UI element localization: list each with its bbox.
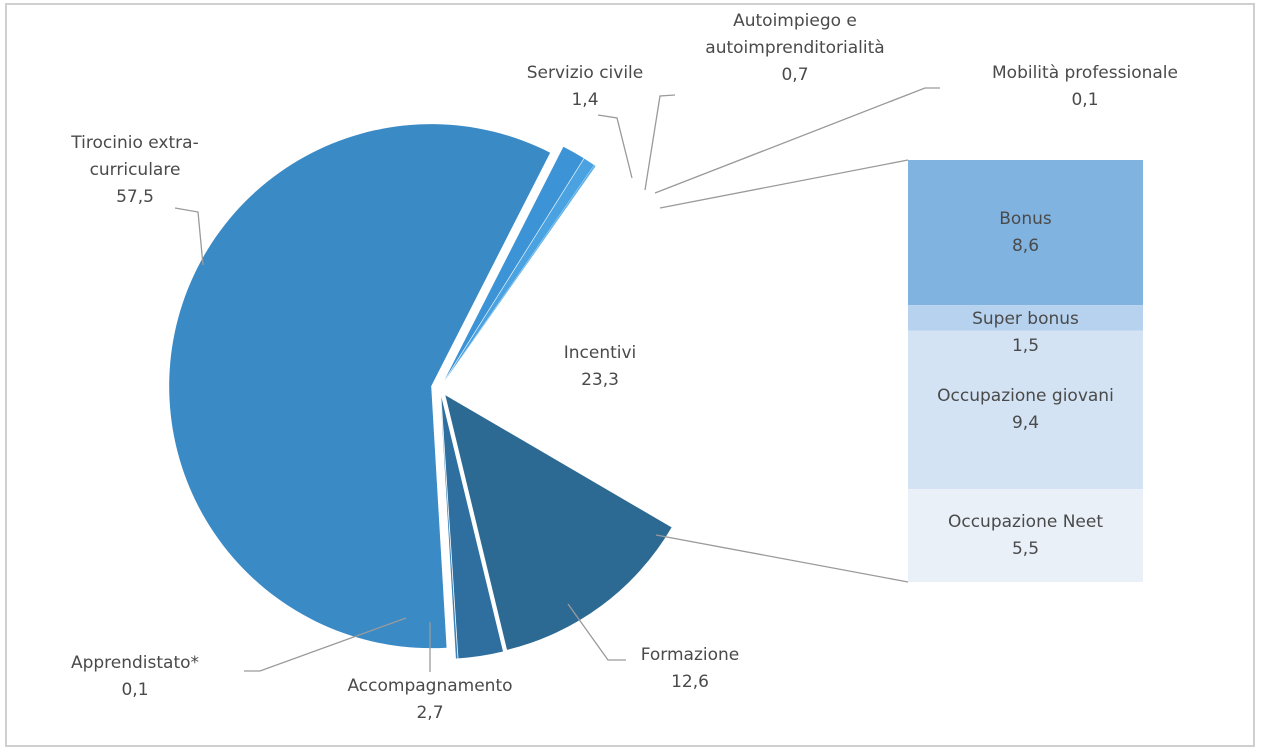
pie-slice: [448, 171, 711, 519]
label-text: Mobilità professionale: [992, 63, 1178, 83]
label-text: 57,5: [116, 187, 154, 207]
frame: [5, 3, 1255, 747]
label-text: 12,6: [671, 672, 709, 692]
slice-label: Autoimpiego e autoimprenditorialità 0,7: [665, 8, 925, 89]
segment-label: Bonus 8,6: [908, 206, 1143, 260]
label-text: 1,4: [571, 90, 599, 110]
label-text: 23,3: [581, 370, 619, 390]
pie-slice: [441, 396, 504, 659]
slice-label: Formazione 12,6: [610, 642, 770, 696]
pie-slice: [445, 165, 596, 381]
label-text: Tirocinio extra-curriculare: [71, 133, 199, 180]
label-text: Incentivi: [563, 343, 637, 363]
slice-label: Servizio civile 1,4: [485, 60, 685, 114]
leader-line: [174, 207, 204, 266]
label-text: 0,1: [1071, 90, 1099, 110]
label-text: 8,6: [1011, 235, 1040, 256]
label-text: Servizio civile: [526, 63, 644, 83]
label-text: 5,5: [1011, 538, 1040, 559]
label-text: 1,5: [1011, 335, 1040, 356]
leader-line: [597, 114, 633, 179]
slice-label: Accompagnamento 2,7: [310, 673, 550, 727]
label-text: Autoimpiego e autoimprenditorialità: [705, 11, 885, 58]
label-text: Formazione: [640, 645, 740, 665]
label-text: 9,4: [1011, 412, 1040, 433]
segment-label: Occupazione Neet 5,5: [908, 509, 1143, 563]
slice-label: Tirocinio extra-curriculare 57,5: [45, 130, 225, 211]
slice-label: Incentivi 23,3: [520, 340, 680, 394]
label-text: Super bonus: [972, 308, 1079, 329]
bar-segment: [908, 330, 1143, 490]
pie-slice: [445, 395, 672, 650]
bar-segment: [908, 160, 1143, 306]
connector-line: [659, 159, 909, 209]
segment-label: Occupazione giovani 9,4: [908, 383, 1143, 437]
label-text: 2,7: [416, 703, 444, 723]
pie-slice: [440, 396, 458, 659]
label-text: Occupazione giovani: [937, 385, 1114, 406]
slice-label: Apprendistato* 0,1: [45, 650, 225, 704]
bar-segment: [908, 305, 1143, 331]
leader-line: [654, 87, 940, 194]
label-text: Apprendistato*: [70, 653, 200, 673]
leader-line: [567, 603, 626, 661]
bar-segment: [908, 489, 1143, 582]
pie-slice: [444, 158, 595, 381]
pie-slice: [444, 146, 584, 381]
leader-line: [644, 94, 676, 191]
label-text: 0,1: [121, 680, 149, 700]
pie-slice: [169, 124, 551, 649]
label-text: Accompagnamento: [347, 676, 513, 696]
leader-line: [244, 617, 407, 672]
leader-lines: [174, 87, 940, 672]
label-text: Bonus: [999, 208, 1052, 229]
slice-label: Mobilità professionale 0,1: [935, 60, 1235, 114]
connector-line: [655, 534, 909, 583]
label-text: 0,7: [781, 65, 809, 85]
segment-label: Super bonus 1,5: [908, 306, 1143, 360]
label-text: Occupazione Neet: [947, 511, 1104, 532]
